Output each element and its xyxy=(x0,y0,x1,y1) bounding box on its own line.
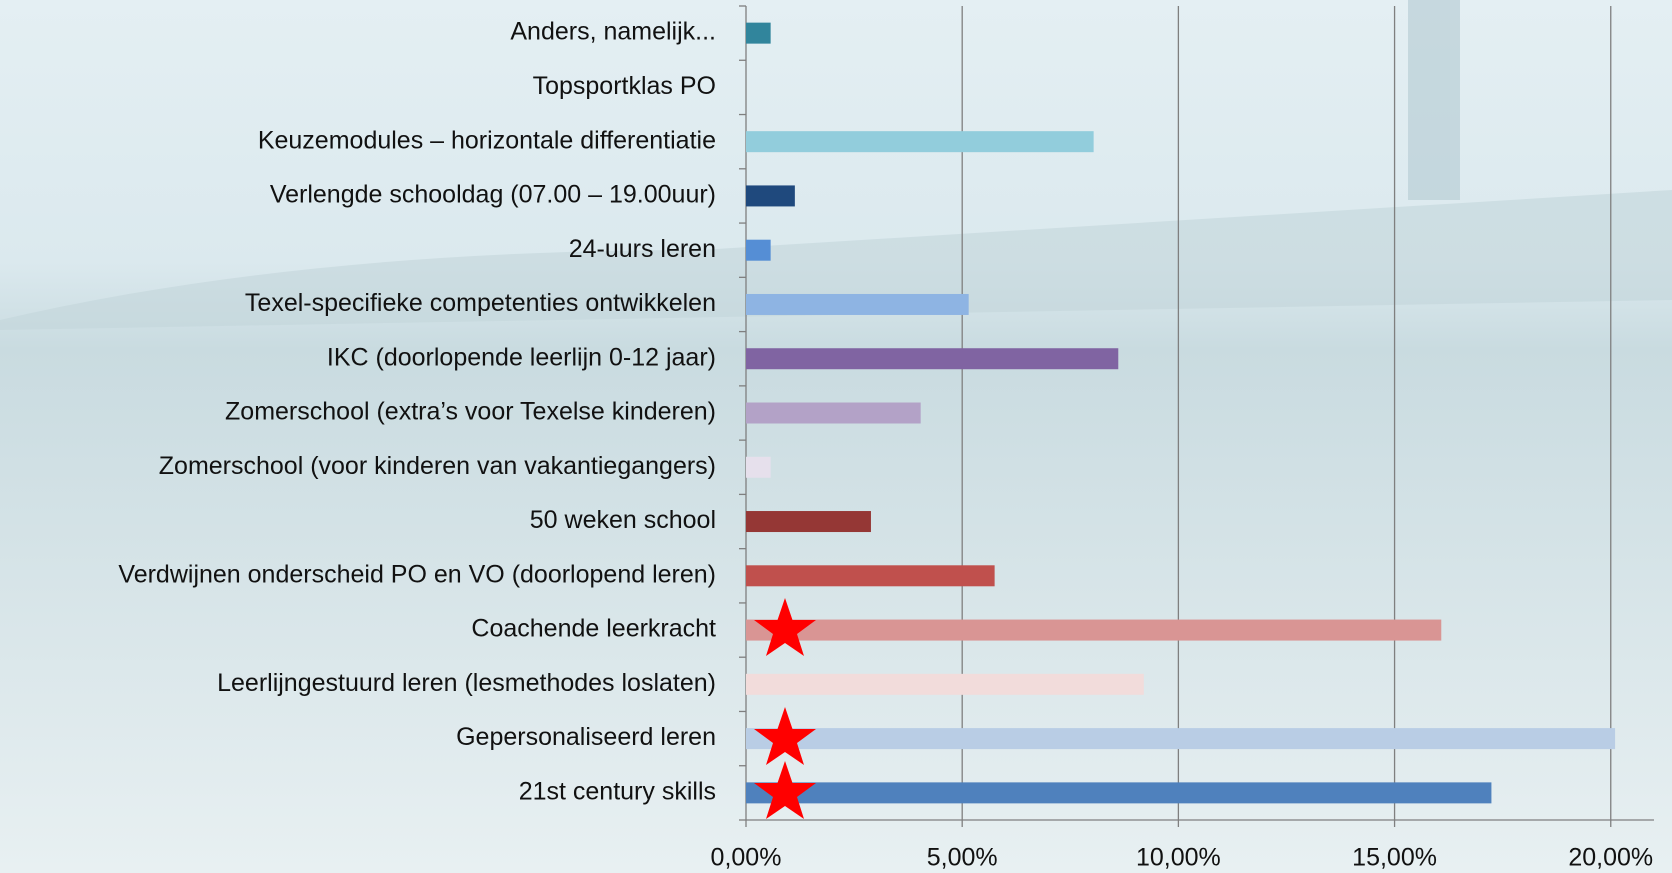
x-tick-label: 15,00% xyxy=(1352,844,1437,872)
y-tick-label: IKC (doorlopende leerlijn 0-12 jaar) xyxy=(327,343,716,371)
bar xyxy=(746,185,795,206)
y-tick-label: Anders, namelijk... xyxy=(510,18,716,46)
y-tick-label: Coachende leerkracht xyxy=(471,615,716,643)
x-tick-label: 10,00% xyxy=(1136,844,1221,872)
x-tick-label: 5,00% xyxy=(927,844,998,872)
y-tick-label: Keuzemodules – horizontale differentiati… xyxy=(258,126,716,154)
bar xyxy=(746,565,995,586)
bar xyxy=(746,782,1491,803)
y-tick-label: 50 weken school xyxy=(530,506,716,534)
bar xyxy=(746,240,771,261)
y-tick-label: Verlengde schooldag (07.00 – 19.00uur) xyxy=(270,181,716,209)
y-tick-label: 21st century skills xyxy=(519,777,716,805)
y-tick-label: Verdwijnen onderscheid PO en VO (doorlop… xyxy=(118,560,716,588)
chart: 0,00% 5,00% 10,00% 15,00% 20,00% Anders, name… xyxy=(0,0,1672,873)
y-tick-label: Zomerschool (voor kinderen van vakantieg… xyxy=(159,452,716,480)
y-tick-label: 24-uurs leren xyxy=(569,235,716,263)
x-tick-label: 0,00% xyxy=(711,844,782,872)
y-tick-label: Zomerschool (extra’s voor Texelse kinder… xyxy=(225,398,716,426)
y-tick-label: Gepersonaliseerd leren xyxy=(456,723,716,751)
bar xyxy=(746,23,771,44)
bar xyxy=(746,620,1441,641)
x-tick-label: 20,00% xyxy=(1568,844,1653,872)
bar xyxy=(746,348,1118,369)
y-tick-label: Leerlijngestuurd leren (lesmethodes losl… xyxy=(217,669,716,697)
bar xyxy=(746,674,1144,695)
y-tick-label: Texel-specifieke competenties ontwikkele… xyxy=(245,289,716,317)
bar xyxy=(746,457,771,478)
bar xyxy=(746,728,1615,749)
lighthouse xyxy=(1408,0,1460,200)
y-tick-label: Topsportklas PO xyxy=(533,72,716,100)
bar xyxy=(746,294,969,315)
bar xyxy=(746,131,1094,152)
bar xyxy=(746,511,871,532)
bar xyxy=(746,403,921,424)
